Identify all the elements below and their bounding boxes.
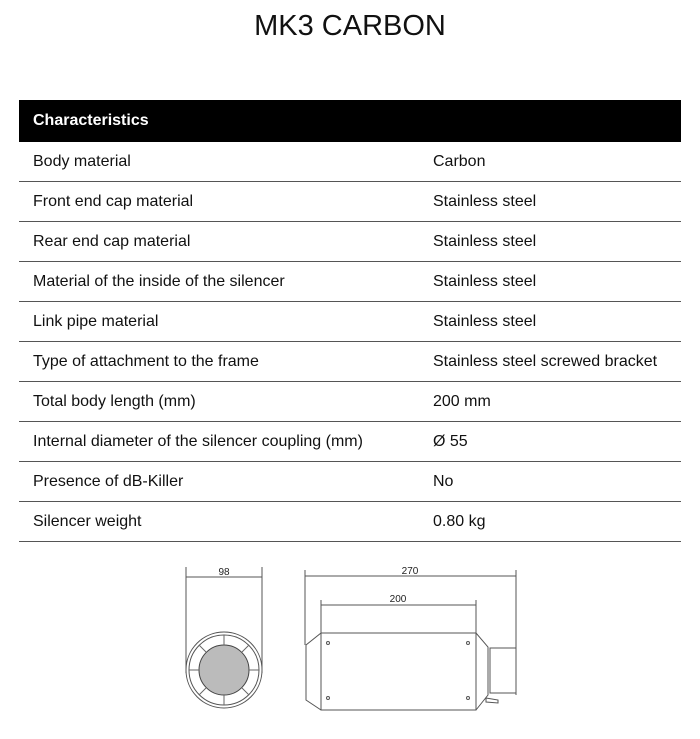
row-value: Stainless steel screwed bracket [433, 353, 658, 370]
row-label: Rear end cap material [33, 233, 191, 250]
table-row: Rear end cap material Stainless steel [19, 222, 681, 262]
row-value: Stainless steel [433, 313, 537, 330]
table-row: Silencer weight 0.80 kg [19, 502, 681, 542]
row-value: Carbon [433, 153, 486, 170]
table-row: Link pipe material Stainless steel [19, 302, 681, 342]
body-length-label: 200 [390, 594, 407, 605]
table-row: Material of the inside of the silencer St… [19, 262, 681, 302]
link-pipe [489, 647, 517, 694]
row-label: Presence of dB-Killer [33, 473, 184, 490]
row-value: 200 mm [433, 393, 491, 410]
row-label: Front end cap material [33, 193, 194, 210]
row-label: Material of the inside of the silencer [33, 273, 285, 290]
row-value: Stainless steel [433, 193, 537, 210]
row-value: Ø 55 [433, 433, 468, 450]
diameter-label: 98 [218, 567, 230, 578]
table-row: Internal diameter of the silencer coupli… [19, 422, 681, 462]
table-header: Characteristics [19, 100, 681, 142]
silencer-body [320, 632, 477, 711]
end-cap-outline [185, 631, 263, 709]
row-label: Link pipe material [33, 313, 159, 330]
row-label: Total body length (mm) [33, 393, 196, 410]
row-value: 0.80 kg [433, 513, 486, 530]
rear-end-cap [475, 632, 489, 711]
page-title: MK3 CARBON [254, 10, 446, 42]
bracket [485, 697, 499, 704]
total-length-label: 270 [402, 566, 419, 577]
table-row: Total body length (mm) 200 mm [19, 382, 681, 422]
silencer-drawing: 98 270 200 [185, 566, 517, 711]
row-value: Stainless steel [433, 233, 537, 250]
row-value: Stainless steel [433, 273, 537, 290]
row-label: Type of attachment to the frame [33, 353, 259, 370]
row-label: Internal diameter of the silencer coupli… [33, 433, 363, 450]
table-row: Front end cap material Stainless steel [19, 182, 681, 222]
characteristics-table: Characteristics Body material Carbon Front… [19, 100, 681, 542]
mesh-grille [198, 644, 250, 696]
table-row: Body material Carbon [19, 142, 681, 182]
table-row: Type of attachment to the frame Stainless… [19, 342, 681, 382]
row-label: Silencer weight [33, 513, 142, 530]
table-row: Presence of dB-Killer No [19, 462, 681, 502]
row-value: No [433, 473, 454, 490]
row-label: Body material [33, 153, 131, 170]
front-end-cap [305, 632, 322, 711]
